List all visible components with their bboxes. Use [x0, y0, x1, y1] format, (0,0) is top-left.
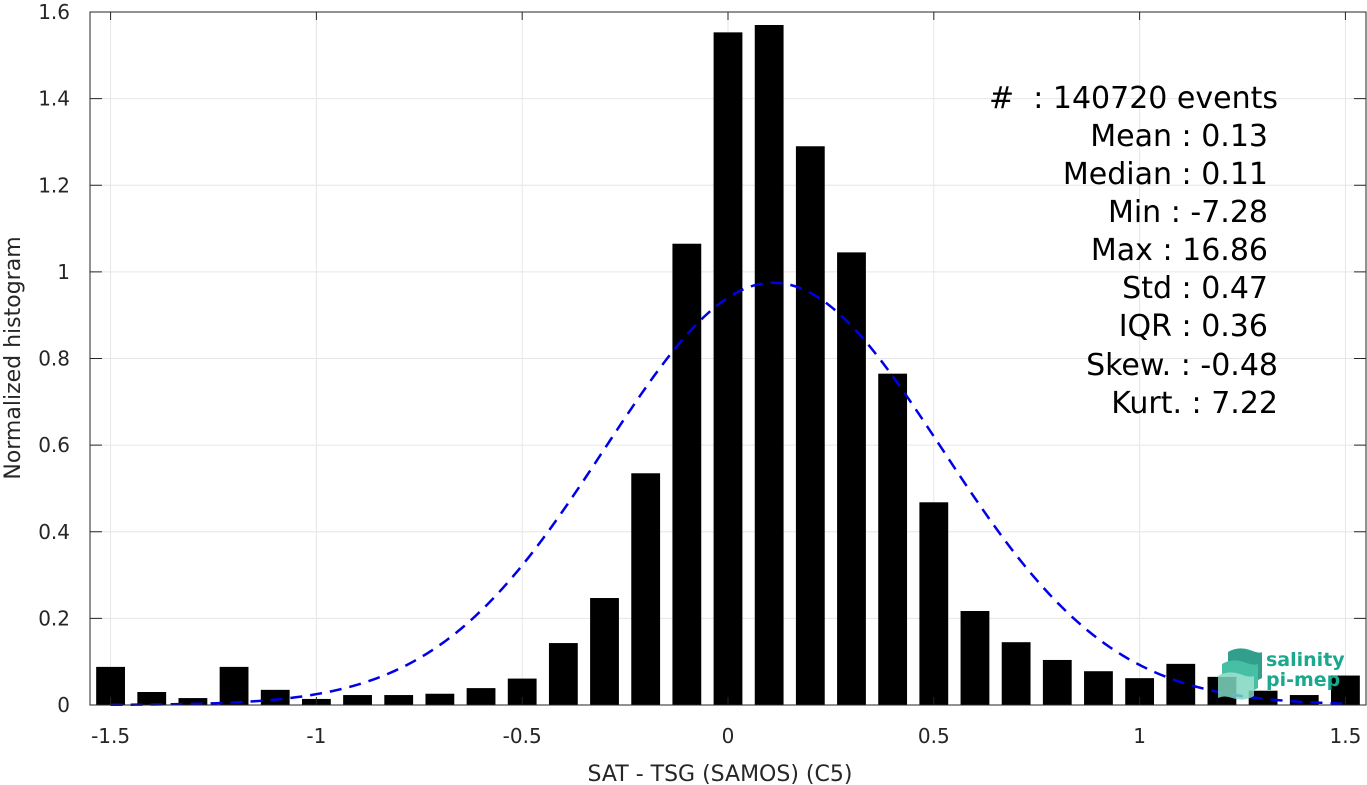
histogram-bar	[672, 243, 702, 706]
histogram-bar	[754, 24, 784, 705]
statistics-box: # : 140720 events Mean : 0.13 Median : 0…	[989, 81, 1278, 421]
histogram-bar	[384, 695, 414, 705]
y-tick-label: 0.8	[38, 347, 70, 371]
histogram-bar	[1042, 659, 1072, 705]
histogram-bar	[1248, 690, 1278, 705]
y-tick-label: 1.6	[38, 0, 70, 24]
histogram-bar	[137, 692, 167, 705]
x-tick-label: -1.5	[91, 724, 130, 748]
histogram-bar	[795, 146, 825, 706]
stat-skew: Skew. : -0.48	[1086, 348, 1278, 383]
x-axis-label: SAT - TSG (SAMOS) (C5)	[588, 762, 853, 785]
y-tick-label: 0.2	[38, 606, 70, 630]
histogram-bar	[1084, 671, 1113, 705]
gaussian-fit-curve	[110, 281, 1346, 707]
histogram-bar	[425, 693, 455, 705]
histogram-bar	[919, 502, 949, 705]
histogram-bars	[96, 24, 1360, 706]
stat-min: Min : -7.28	[1108, 195, 1268, 230]
histogram-bar	[260, 689, 290, 705]
x-tick-label: 0.5	[918, 724, 950, 748]
axis-ticks: -1.5 -1 -0.5 0 0.5 1 1.5 0 0.2 0.4 0.6 0.8 1 1.2 1.4 1.…	[38, 0, 1366, 748]
stat-std: Std : 0.47	[1122, 271, 1268, 306]
histogram-bar	[343, 695, 372, 705]
logo-line1: salinity	[1266, 649, 1345, 671]
histogram-bar	[1166, 663, 1196, 705]
histogram-bar	[1001, 642, 1031, 705]
wave-icon	[1218, 648, 1262, 700]
logo-line2: pi-mep	[1266, 669, 1340, 691]
histogram-bar	[178, 698, 208, 705]
histogram-bar	[1289, 695, 1319, 705]
histogram-bar	[219, 666, 249, 705]
x-tick-label: -1	[306, 724, 326, 748]
y-axis-label: Normalized histogram	[1, 236, 26, 479]
histogram-bar	[590, 598, 619, 705]
x-tick-label: -0.5	[503, 724, 542, 748]
x-tick-label: 0	[722, 724, 735, 748]
y-tick-label: 0	[57, 693, 70, 717]
y-tick-label: 0.4	[38, 520, 70, 544]
stat-max: Max : 16.86	[1091, 233, 1268, 268]
histogram-bar	[713, 32, 743, 706]
histogram-bar	[548, 643, 578, 705]
x-tick-label: 1.5	[1330, 724, 1362, 748]
salinity-pimep-logo: salinity pi-mep	[1218, 648, 1345, 700]
histogram-bar	[466, 688, 496, 705]
histogram-bar	[960, 611, 990, 705]
histogram-bar	[837, 252, 866, 705]
y-tick-label: 1.4	[38, 87, 70, 111]
y-tick-label: 0.6	[38, 433, 70, 457]
histogram-bar	[878, 373, 908, 705]
stat-median: Median : 0.11	[1063, 157, 1268, 192]
y-tick-label: 1	[57, 260, 70, 284]
stat-events: # : 140720 events	[989, 81, 1278, 116]
stat-kurt: Kurt. : 7.22	[1111, 386, 1278, 421]
y-tick-label: 1.2	[38, 173, 70, 197]
stat-mean: Mean : 0.13	[1090, 119, 1268, 154]
histogram-bar	[631, 473, 661, 705]
x-tick-label: 1	[1133, 724, 1146, 748]
stat-iqr: IQR : 0.36	[1119, 309, 1268, 344]
